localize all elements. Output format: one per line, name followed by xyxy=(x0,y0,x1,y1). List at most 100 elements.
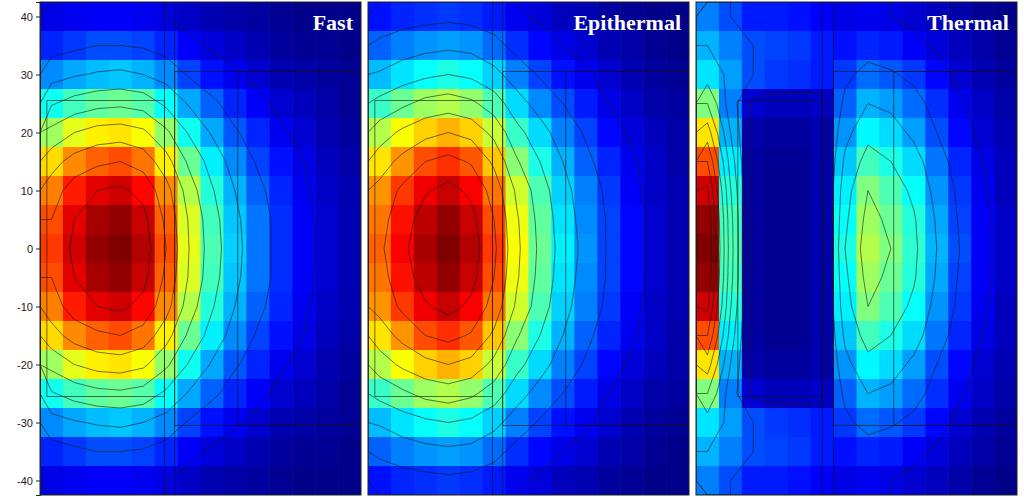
heat-cell xyxy=(201,379,225,409)
heat-cell xyxy=(620,437,644,467)
heat-cell xyxy=(719,437,743,467)
heat-cell xyxy=(246,292,270,322)
region-outline xyxy=(738,101,822,397)
heat-cell xyxy=(109,234,133,264)
tick-mark xyxy=(36,481,40,482)
heat-cell xyxy=(971,176,995,206)
heat-cell xyxy=(292,234,316,264)
region-outline xyxy=(175,72,361,426)
heat-cell xyxy=(414,89,438,119)
heat-cell xyxy=(132,89,156,119)
heat-cell xyxy=(948,118,972,148)
heat-cell xyxy=(86,408,110,438)
heat-cell xyxy=(994,176,1017,206)
heat-cell xyxy=(948,176,972,206)
heat-cell xyxy=(948,263,972,293)
heat-cell xyxy=(620,176,644,206)
heat-cell xyxy=(643,292,667,322)
heat-cell xyxy=(391,234,415,264)
heat-cell xyxy=(597,321,621,351)
heat-cell xyxy=(925,60,949,90)
tick-mark xyxy=(36,423,40,424)
heat-cell xyxy=(902,89,926,119)
heat-cell xyxy=(925,408,949,438)
heat-cell xyxy=(338,234,361,264)
heat-cell xyxy=(948,466,972,495)
heat-cell xyxy=(201,60,225,90)
heat-cell xyxy=(529,89,553,119)
heat-cell xyxy=(292,89,316,119)
heat-cell xyxy=(292,205,316,235)
heat-cell xyxy=(437,437,461,467)
heat-cell xyxy=(620,292,644,322)
heat-cell xyxy=(246,118,270,148)
heat-cell xyxy=(178,205,202,235)
heat-cell xyxy=(246,60,270,90)
heat-cell xyxy=(597,350,621,380)
region-outline xyxy=(47,101,165,397)
heat-cell xyxy=(315,176,339,206)
contours xyxy=(40,2,315,495)
heat-cell xyxy=(994,60,1017,90)
tick: -30 xyxy=(17,417,40,429)
heat-cell xyxy=(643,118,667,148)
heat-cell xyxy=(574,292,598,322)
heat-cell xyxy=(529,234,553,264)
heat-cell xyxy=(506,263,530,293)
heat-cell xyxy=(338,408,361,438)
heat-cell xyxy=(719,321,743,351)
heat-cell xyxy=(529,321,553,351)
heat-cell xyxy=(506,118,530,148)
heat-cell xyxy=(666,292,689,322)
heat-cell xyxy=(292,466,316,495)
heat-cell xyxy=(666,321,689,351)
heat-cell xyxy=(597,408,621,438)
heat-cell xyxy=(994,350,1017,380)
heat-cell xyxy=(201,2,225,32)
heat-cell xyxy=(201,350,225,380)
panel-title: Fast xyxy=(313,10,354,35)
heat-cell xyxy=(246,89,270,119)
heat-cell xyxy=(223,2,247,32)
heat-cell xyxy=(742,118,766,148)
heat-cell xyxy=(925,263,949,293)
heat-cell xyxy=(246,2,270,32)
heat-cell xyxy=(597,379,621,409)
heat-cell xyxy=(902,408,926,438)
heat-cell xyxy=(40,408,64,438)
heat-cell xyxy=(719,205,743,235)
heat-cell xyxy=(925,292,949,322)
heat-cell xyxy=(178,89,202,119)
heat-cell xyxy=(666,205,689,235)
contour-line xyxy=(368,22,606,474)
plot-area xyxy=(368,2,689,495)
heat-cell xyxy=(574,176,598,206)
heat-cell xyxy=(551,408,575,438)
heat-cell xyxy=(368,2,392,32)
heat-cell xyxy=(246,408,270,438)
heat-cell xyxy=(971,437,995,467)
heat-cell xyxy=(902,2,926,32)
heat-cell xyxy=(765,147,789,177)
heat-cell xyxy=(315,234,339,264)
heat-cell xyxy=(315,466,339,495)
heat-cell xyxy=(460,205,484,235)
heat-cell xyxy=(765,31,789,61)
heat-cell xyxy=(948,31,972,61)
heat-cell xyxy=(948,437,972,467)
heat-cell xyxy=(765,321,789,351)
heat-cell xyxy=(414,234,438,264)
contour-line xyxy=(368,50,578,446)
tick-mark xyxy=(36,75,40,76)
heat-cell xyxy=(902,234,926,264)
heat-cell xyxy=(292,31,316,61)
heat-cell xyxy=(506,234,530,264)
contour-line xyxy=(696,2,960,495)
heat-cell xyxy=(338,89,361,119)
heat-cell xyxy=(666,263,689,293)
heat-cell xyxy=(391,263,415,293)
heat-cell xyxy=(368,234,392,264)
panel: 403020100-10-20-30-40Fast xyxy=(17,2,362,496)
heat-cell xyxy=(925,176,949,206)
heat-cell xyxy=(223,205,247,235)
